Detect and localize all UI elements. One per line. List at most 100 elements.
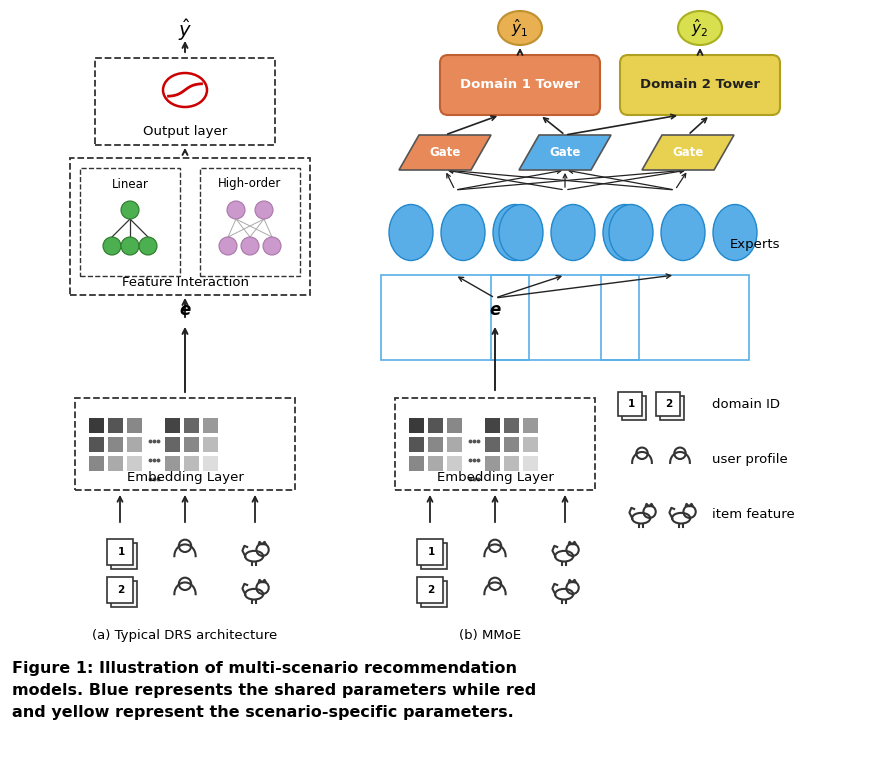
Circle shape	[219, 237, 237, 255]
Bar	[184, 456, 199, 471]
Circle shape	[255, 201, 273, 219]
Bar	[89, 437, 104, 452]
Bar	[504, 418, 519, 433]
Circle shape	[227, 201, 245, 219]
Text: Gate: Gate	[673, 146, 703, 159]
FancyBboxPatch shape	[111, 543, 137, 569]
Polygon shape	[642, 135, 734, 170]
Ellipse shape	[713, 205, 757, 261]
Text: Experts: Experts	[730, 238, 781, 251]
Text: Output layer: Output layer	[143, 124, 227, 137]
Bar	[108, 437, 123, 452]
Bar	[523, 456, 538, 471]
Text: Embedding Layer: Embedding Layer	[126, 472, 244, 484]
Bar	[601, 275, 749, 360]
Bar	[165, 456, 180, 471]
Bar	[523, 418, 538, 433]
Text: (a) Typical DRS architecture: (a) Typical DRS architecture	[92, 629, 278, 642]
Text: Domain 1 Tower: Domain 1 Tower	[460, 78, 580, 92]
Polygon shape	[399, 135, 491, 170]
FancyBboxPatch shape	[421, 543, 447, 569]
Bar	[108, 456, 123, 471]
Bar	[184, 437, 199, 452]
Text: $\hat{y}_1$: $\hat{y}_1$	[511, 17, 529, 39]
Text: Domain 2 Tower: Domain 2 Tower	[640, 78, 760, 92]
Text: High-order: High-order	[218, 178, 282, 190]
Ellipse shape	[493, 205, 537, 261]
Ellipse shape	[661, 205, 705, 261]
Bar	[165, 418, 180, 433]
Ellipse shape	[551, 205, 595, 261]
Ellipse shape	[163, 73, 207, 107]
FancyBboxPatch shape	[660, 396, 684, 420]
Text: Gate: Gate	[549, 146, 581, 159]
Text: 2: 2	[427, 585, 435, 595]
Ellipse shape	[389, 205, 433, 261]
Bar	[447, 418, 462, 433]
Ellipse shape	[609, 205, 653, 261]
Text: $\hat{y}$: $\hat{y}$	[178, 17, 192, 43]
Bar	[108, 418, 123, 433]
Bar	[381, 275, 529, 360]
Bar	[428, 418, 443, 433]
Text: domain ID: domain ID	[712, 397, 780, 411]
Text: 1: 1	[427, 547, 435, 557]
Bar	[447, 437, 462, 452]
Bar	[70, 158, 310, 295]
Bar	[428, 437, 443, 452]
Text: 1: 1	[627, 399, 635, 409]
Bar	[485, 418, 500, 433]
FancyBboxPatch shape	[421, 581, 447, 607]
Bar	[75, 398, 295, 490]
Bar	[485, 456, 500, 471]
Text: 2: 2	[666, 399, 673, 409]
Text: (b) MMoE: (b) MMoE	[459, 629, 521, 642]
Circle shape	[241, 237, 259, 255]
Text: user profile: user profile	[712, 452, 788, 466]
FancyBboxPatch shape	[656, 392, 680, 416]
FancyBboxPatch shape	[620, 55, 780, 115]
Bar	[127, 437, 142, 452]
Text: Figure 1: Illustration of multi-scenario recommendation: Figure 1: Illustration of multi-scenario…	[12, 660, 517, 675]
Bar	[203, 418, 218, 433]
Bar	[395, 398, 595, 490]
Circle shape	[121, 201, 139, 219]
Bar	[447, 456, 462, 471]
FancyBboxPatch shape	[107, 577, 133, 603]
Bar	[504, 456, 519, 471]
Bar	[127, 418, 142, 433]
Bar	[89, 456, 104, 471]
Bar	[409, 437, 424, 452]
Ellipse shape	[603, 205, 647, 261]
Ellipse shape	[499, 205, 543, 261]
Circle shape	[103, 237, 121, 255]
Bar	[409, 456, 424, 471]
FancyBboxPatch shape	[622, 396, 646, 420]
FancyBboxPatch shape	[417, 539, 443, 565]
FancyBboxPatch shape	[618, 392, 642, 416]
Circle shape	[121, 237, 139, 255]
Text: 1: 1	[118, 547, 125, 557]
Text: Embedding Layer: Embedding Layer	[437, 472, 553, 484]
Bar	[95, 58, 275, 145]
Ellipse shape	[498, 11, 542, 45]
Text: $\hat{y}_2$: $\hat{y}_2$	[691, 17, 709, 39]
Bar	[165, 437, 180, 452]
FancyBboxPatch shape	[417, 577, 443, 603]
Text: Feature Interaction: Feature Interaction	[122, 276, 248, 289]
Bar	[127, 456, 142, 471]
Bar	[409, 418, 424, 433]
Ellipse shape	[678, 11, 722, 45]
Text: models. Blue represents the shared parameters while red: models. Blue represents the shared param…	[12, 683, 536, 698]
Text: 2: 2	[118, 585, 125, 595]
Text: Linear: Linear	[111, 178, 148, 190]
Bar	[523, 437, 538, 452]
Bar	[89, 418, 104, 433]
Circle shape	[139, 237, 157, 255]
Circle shape	[263, 237, 281, 255]
Bar	[491, 275, 639, 360]
Bar	[184, 418, 199, 433]
Text: e: e	[489, 301, 501, 319]
Text: item feature: item feature	[712, 508, 795, 521]
Bar	[485, 437, 500, 452]
